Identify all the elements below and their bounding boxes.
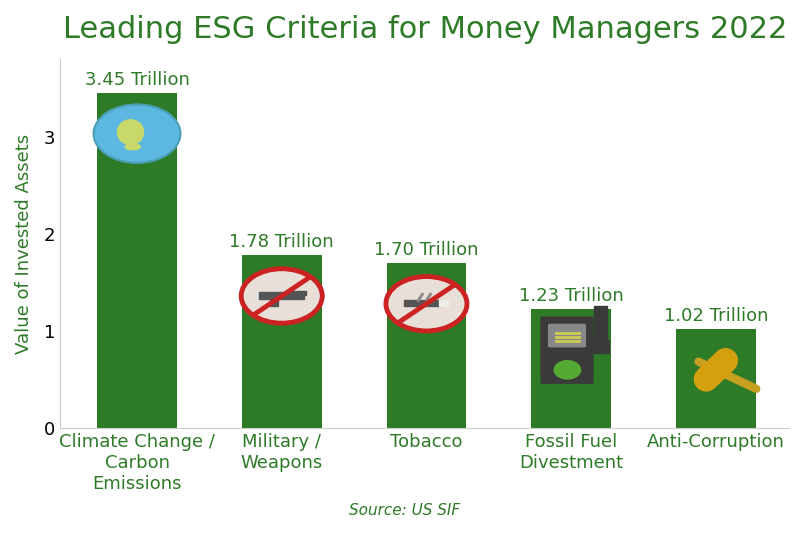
Text: 1.02 Trillion: 1.02 Trillion	[663, 307, 768, 325]
Bar	[439, 300, 448, 306]
Ellipse shape	[125, 144, 140, 150]
Circle shape	[241, 269, 322, 323]
Text: Source: US SIF: Source: US SIF	[349, 503, 461, 518]
Text: 3.45 Trillion: 3.45 Trillion	[84, 71, 190, 89]
Text: 1.23 Trillion: 1.23 Trillion	[518, 287, 624, 305]
FancyBboxPatch shape	[541, 317, 593, 383]
Circle shape	[94, 105, 181, 163]
Ellipse shape	[117, 120, 143, 145]
Bar	[594, 306, 608, 342]
Bar	[404, 300, 441, 306]
FancyBboxPatch shape	[548, 325, 586, 347]
Bar	[259, 292, 304, 299]
Text: 1.70 Trillion: 1.70 Trillion	[374, 241, 479, 259]
Bar	[270, 299, 279, 306]
Ellipse shape	[554, 361, 581, 379]
Title: Leading ESG Criteria for Money Managers 2022: Leading ESG Criteria for Money Managers …	[62, 15, 787, 44]
Bar	[386, 263, 467, 428]
Circle shape	[386, 276, 467, 331]
Bar	[288, 291, 306, 295]
Bar	[242, 255, 322, 428]
Bar	[97, 93, 177, 428]
Bar	[676, 329, 756, 428]
Y-axis label: Value of Invested Assets: Value of Invested Assets	[15, 133, 33, 354]
Bar	[531, 308, 611, 428]
Text: 1.78 Trillion: 1.78 Trillion	[229, 233, 334, 251]
Bar	[592, 340, 609, 353]
